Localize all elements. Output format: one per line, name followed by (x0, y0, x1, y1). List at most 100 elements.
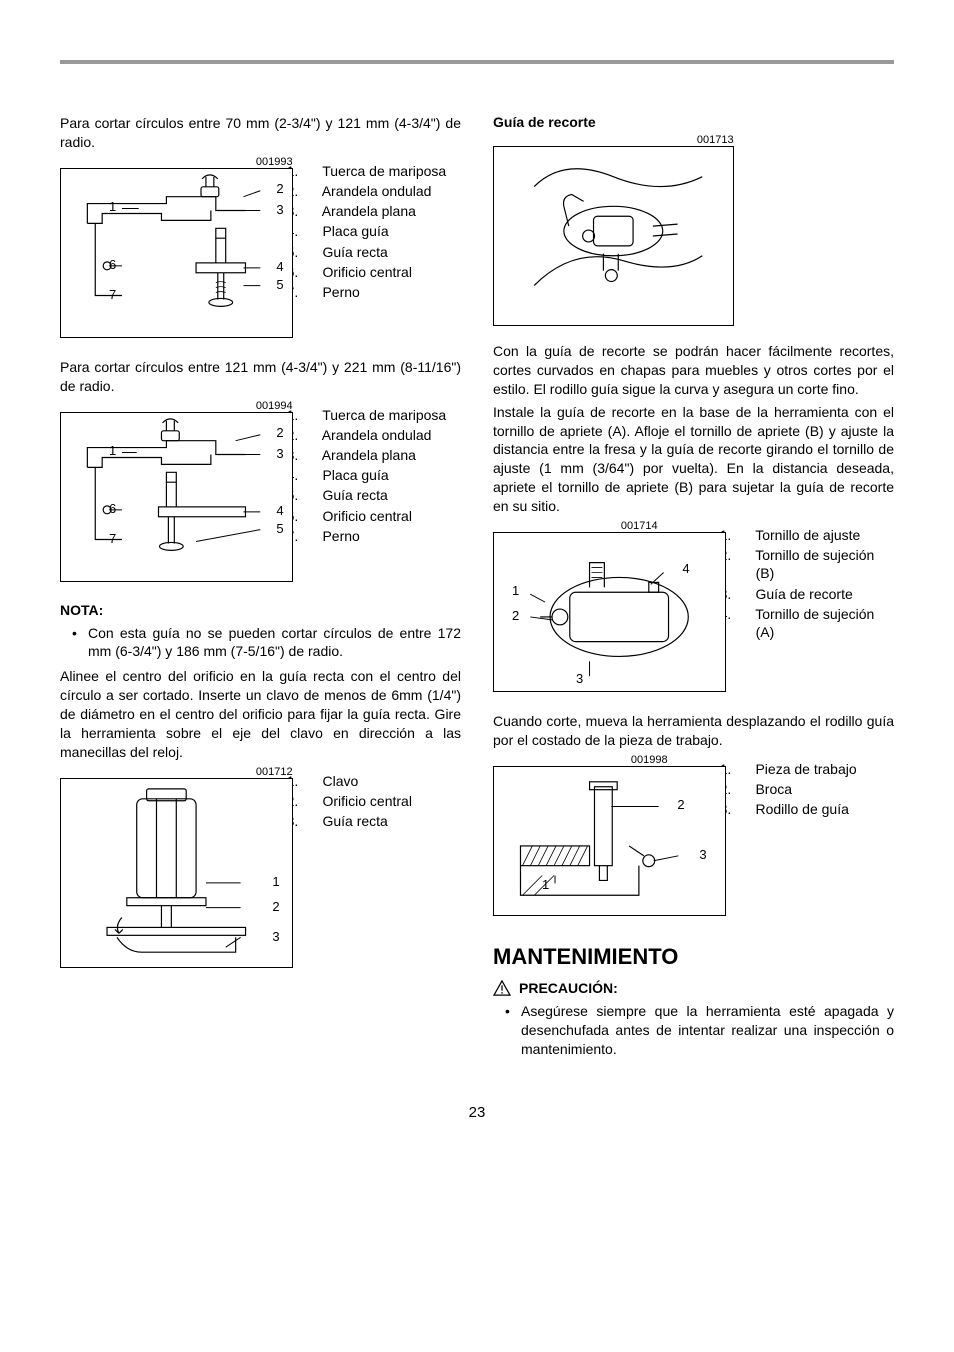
fig1-part-1: 1. Tuerca de mariposa (305, 162, 461, 180)
fig2-label-4: 4 (276, 503, 283, 518)
fig2-label-1: 1 (109, 443, 116, 458)
fig1-label-3: 3 (276, 202, 283, 217)
figure-5-row: 001714 (493, 520, 894, 692)
figure-2-id: 001994 (60, 400, 293, 412)
fig6-label-1: 1 (542, 877, 549, 892)
figure-3-list: 1. Clavo 2. Orificio central 3. Guía rec… (305, 772, 461, 831)
top-rule (60, 60, 894, 64)
fig2-part-3: 3. Arandela plana (305, 446, 461, 464)
figure-2-row: 001994 (60, 400, 461, 582)
figure-1-list: 1. Tuerca de mariposa 2. Arandela ondula… (305, 162, 461, 301)
fig1-label-4: 4 (276, 259, 283, 274)
caution-bullet: Asegúrese siempre que la herramienta est… (521, 1002, 894, 1059)
figure-6-svg (494, 767, 725, 915)
left-column: Para cortar círculos entre 70 mm (2-3/4"… (60, 114, 461, 1064)
figure-5-container: 001714 (493, 520, 726, 692)
nota-bullet: Con esta guía no se pueden cortar círcul… (88, 624, 461, 662)
figure-2-svg (61, 413, 292, 581)
figure-3-container: 001712 (60, 766, 293, 968)
fig5-label-3: 3 (576, 671, 583, 686)
nota-list: Con esta guía no se pueden cortar círcul… (60, 624, 461, 662)
fig2-label-6: 6 (109, 501, 116, 516)
figure-1-box: 1 2 3 4 5 6 7 (60, 168, 293, 338)
right-para-1: Con la guía de recorte se podrán hacer f… (493, 342, 894, 399)
fig6-part-1: 1. Pieza de trabajo (738, 760, 894, 778)
figure-4-svg (494, 147, 733, 325)
fig5-part-2: 2. Tornillo de sujeción (B) (738, 546, 894, 582)
fig1-label-7: 7 (109, 287, 116, 302)
fig5-part-3: 3. Guía de recorte (738, 585, 894, 603)
figure-1-container: 001993 (60, 156, 293, 338)
figure-4-box (493, 146, 734, 326)
figure-1-parts: 1. Tuerca de mariposa 2. Arandela ondula… (305, 156, 461, 338)
fig2-part-7: 7. Perno (305, 527, 461, 545)
figure-2-parts: 1. Tuerca de mariposa 2. Arandela ondula… (305, 400, 461, 582)
left-para-2: Alinee el centro del orificio en la guía… (60, 667, 461, 761)
figure-5-box: 1 2 3 4 (493, 532, 726, 692)
figure-6-row: 001998 (493, 754, 894, 916)
fig3-label-3: 3 (272, 929, 279, 944)
caution-row: PRECAUCIÓN: (493, 980, 894, 996)
right-para-3: Cuando corte, mueva la herramienta despl… (493, 712, 894, 750)
fig1-part-7: 7. Perno (305, 283, 461, 301)
figure-3-row: 001712 (60, 766, 461, 968)
fig1-label-6: 6 (109, 257, 116, 272)
fig1-part-4: 4. Placa guía (305, 222, 461, 240)
fig1-part-3: 3. Arandela plana (305, 202, 461, 220)
page-number: 23 (60, 1104, 894, 1121)
figure-2-box: 1 2 3 4 5 6 7 (60, 412, 293, 582)
nota-head: NOTA: (60, 602, 461, 618)
fig2-label-7: 7 (109, 531, 116, 546)
figure-1-id: 001993 (60, 156, 293, 168)
warning-icon (493, 980, 511, 996)
figure-3-parts: 1. Clavo 2. Orificio central 3. Guía rec… (305, 766, 461, 968)
fig5-part-1: 1. Tornillo de ajuste (738, 526, 894, 544)
right-para-2: Instale la guía de recorte en la base de… (493, 403, 894, 516)
fig3-label-1: 1 (272, 874, 279, 889)
figure-4-container: 001713 (493, 134, 734, 326)
fig1-label-5: 5 (276, 277, 283, 292)
fig6-label-2: 2 (677, 797, 684, 812)
figure-1-row: 001993 (60, 156, 461, 338)
figure-3-box: 1 2 3 (60, 778, 293, 968)
right-column: Guía de recorte 001713 (493, 114, 894, 1064)
fig5-label-2: 2 (512, 608, 519, 623)
figure-5-parts: 1. Tornillo de ajuste 2. Tornillo de suj… (738, 520, 894, 692)
fig3-part-1: 1. Clavo (305, 772, 461, 790)
figure-5-svg (494, 533, 725, 691)
figure-6-id: 001998 (493, 754, 726, 766)
figure-5-list: 1. Tornillo de ajuste 2. Tornillo de suj… (738, 526, 894, 641)
fig3-part-3: 3. Guía recta (305, 812, 461, 830)
figure-6-container: 001998 (493, 754, 726, 916)
fig2-label-3: 3 (276, 446, 283, 461)
figure-3-id: 001712 (60, 766, 293, 778)
left-intro-1: Para cortar círculos entre 70 mm (2-3/4"… (60, 114, 461, 152)
fig6-label-3: 3 (699, 847, 706, 862)
caution-label: PRECAUCIÓN: (519, 980, 618, 996)
fig1-part-5: 5. Guía recta (305, 243, 461, 261)
figure-6-list: 1. Pieza de trabajo 2. Broca 3. Rodillo … (738, 760, 894, 819)
fig2-part-1: 1. Tuerca de mariposa (305, 406, 461, 424)
fig5-part-4: 4. Tornillo de sujeción (A) (738, 605, 894, 641)
guia-heading: Guía de recorte (493, 114, 894, 130)
fig1-part-2: 2. Arandela ondulad (305, 182, 461, 200)
fig2-label-2: 2 (276, 425, 283, 440)
page: Para cortar círculos entre 70 mm (2-3/4"… (0, 0, 954, 1161)
fig5-label-1: 1 (512, 583, 519, 598)
two-columns: Para cortar círculos entre 70 mm (2-3/4"… (60, 114, 894, 1064)
fig1-label-2: 2 (276, 181, 283, 196)
left-intro-2: Para cortar círculos entre 121 mm (4-3/4… (60, 358, 461, 396)
fig2-label-5: 5 (276, 521, 283, 536)
caution-list: Asegúrese siempre que la herramienta est… (493, 1002, 894, 1059)
fig2-part-2: 2. Arandela ondulad (305, 426, 461, 444)
figure-6-box: 1 2 3 (493, 766, 726, 916)
fig2-part-5: 5. Guía recta (305, 486, 461, 504)
fig3-part-2: 2. Orificio central (305, 792, 461, 810)
figure-2-container: 001994 (60, 400, 293, 582)
fig1-label-1: 1 (109, 199, 116, 214)
figure-2-list: 1. Tuerca de mariposa 2. Arandela ondula… (305, 406, 461, 545)
figure-3-svg (61, 779, 292, 967)
fig6-part-3: 3. Rodillo de guía (738, 800, 894, 818)
fig6-part-2: 2. Broca (738, 780, 894, 798)
fig2-part-4: 4. Placa guía (305, 466, 461, 484)
